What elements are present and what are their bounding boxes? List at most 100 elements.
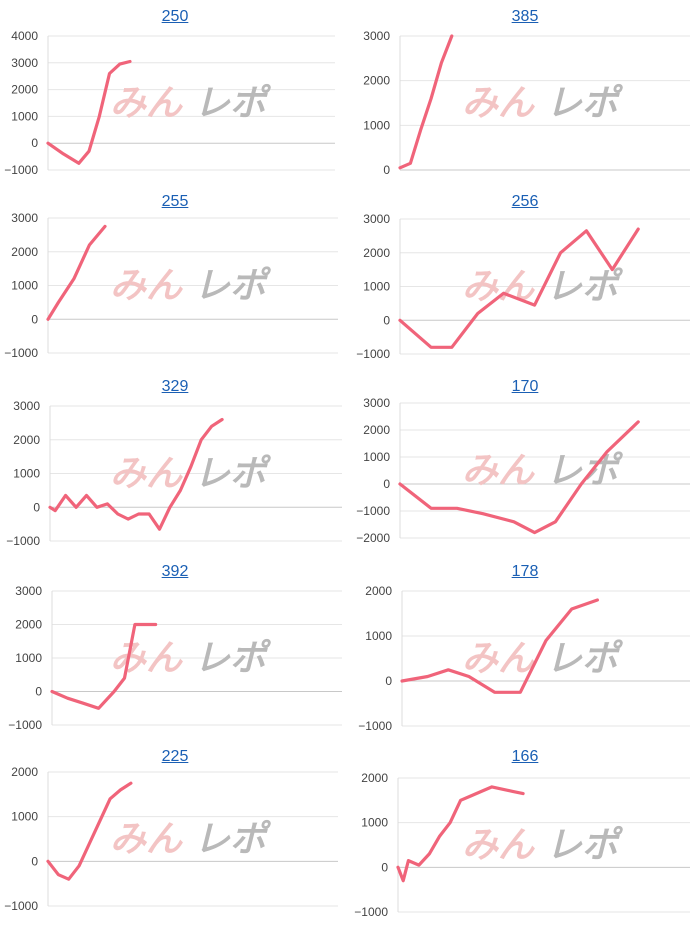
chart-panel: −1000 0 1000 2000 3000 みん レポ 256 [350,185,700,370]
watermark-logo-part-a: みん [462,824,535,865]
y-tick-label: 0 [383,477,390,491]
series-line [398,227,640,349]
y-tick-label: 3000 [363,212,390,226]
y-tick-label: 2000 [363,74,390,88]
y-tick-label: −1000 [4,346,38,360]
series-line [396,785,525,883]
chart-panel: −1000 0 1000 2000 みん レポ 166 [350,740,700,925]
chart-panel: −1000 0 1000 2000 3000 4000 みん レポ 250 [0,0,350,185]
y-tick-label: 2000 [11,765,38,779]
line-chart: −2000 −1000 0 1000 2000 3000 みん レポ [356,396,690,545]
watermark-logo-part-b: レポ [546,266,624,307]
y-tick-label: 4000 [11,29,38,43]
y-tick-label: 1000 [11,109,38,123]
watermark-logo-part-b: レポ [194,265,272,306]
chart-title-link[interactable]: 392 [161,563,189,580]
watermark-logo-part-b: レポ [546,824,624,865]
chart-title-link[interactable]: 178 [511,563,539,580]
chart-panel: −1000 0 1000 2000 みん レポ 178 [350,555,700,740]
line-chart: 0 1000 2000 3000 みん レポ [363,29,690,177]
y-tick-label: 1000 [15,651,42,665]
line-chart: −1000 0 1000 2000 3000 みん レポ [4,211,338,360]
watermark-logo-part-b: レポ [194,818,272,859]
y-tick-label: 1000 [365,629,392,643]
chart-title-link[interactable]: 166 [511,748,539,765]
y-tick-label: −1000 [356,347,390,361]
series-line [46,59,132,165]
y-tick-label: 3000 [363,29,390,43]
y-tick-label: 1000 [13,467,40,481]
chart-panel: −1000 0 1000 2000 みん レポ 225 [0,740,350,925]
y-tick-label: −1000 [4,899,38,913]
y-tick-label: 0 [381,860,388,874]
y-tick-label: 0 [31,136,38,150]
y-tick-label: 0 [31,312,38,326]
y-tick-label: 0 [35,685,42,699]
y-tick-label: 2000 [363,246,390,260]
watermark-logo-part-a: みん [462,450,535,491]
watermark-logo-part-a: みん [462,82,535,123]
line-chart: −1000 0 1000 2000 3000 みん レポ [6,399,342,548]
watermark-logo-part-b: レポ [546,638,624,679]
chart-panel: −1000 0 1000 2000 3000 みん レポ 392 [0,555,350,740]
y-tick-label: 0 [383,163,390,177]
watermark-logo-part-a: みん [462,638,535,679]
y-tick-label: 2000 [363,423,390,437]
chart-title-link[interactable]: 385 [511,8,539,25]
y-tick-label: −1000 [4,163,38,177]
y-tick-label: 1000 [11,810,38,824]
series-line [46,224,107,321]
y-tick-label: 1000 [361,816,388,830]
y-tick-label: 3000 [13,399,40,413]
y-tick-label: −1000 [8,718,42,732]
y-tick-label: −1000 [354,905,388,919]
line-chart: −1000 0 1000 2000 みん レポ [4,765,338,913]
chart-panel: −1000 0 1000 2000 3000 みん レポ 255 [0,185,350,370]
line-chart: −1000 0 1000 2000 3000 4000 みん レポ [4,29,335,177]
y-tick-label: 2000 [11,83,38,97]
watermark-logo-part-b: レポ [546,450,624,491]
y-tick-label: 0 [33,500,40,514]
watermark-logo-part-b: レポ [546,82,624,123]
series-line [400,598,599,694]
y-tick-label: 2000 [15,618,42,632]
y-tick-label: −1000 [356,504,390,518]
watermark-logo-part-b: レポ [194,82,272,123]
y-tick-label: 0 [31,854,38,868]
y-tick-label: 2000 [365,584,392,598]
chart-title-link[interactable]: 170 [511,378,539,395]
chart-title-link[interactable]: 256 [511,193,539,210]
y-tick-label: 2000 [13,433,40,447]
series-line [50,622,158,710]
y-tick-label: 1000 [11,279,38,293]
chart-title-link[interactable]: 329 [161,378,189,395]
y-tick-label: 3000 [11,211,38,225]
y-tick-label: 1000 [363,450,390,464]
y-tick-label: 3000 [15,584,42,598]
y-tick-label: 0 [385,674,392,688]
y-tick-label: 2000 [361,771,388,785]
watermark-logo-part-a: みん [110,453,183,494]
chart-panel: 0 1000 2000 3000 みん レポ 385 [350,0,700,185]
watermark-logo-part-b: レポ [194,637,272,678]
y-tick-label: 3000 [11,56,38,70]
chart-title-link[interactable]: 255 [161,193,189,210]
series-line [398,420,640,535]
y-tick-label: 3000 [363,396,390,410]
y-tick-label: 0 [383,313,390,327]
line-chart: −1000 0 1000 2000 3000 みん レポ [8,584,342,732]
chart-title-link[interactable]: 225 [161,748,189,765]
y-tick-label: −2000 [356,531,390,545]
series-line [46,781,133,881]
watermark-logo-part-a: みん [110,637,183,678]
y-tick-label: 1000 [363,280,390,294]
line-chart: −1000 0 1000 2000 みん レポ [358,584,690,733]
y-tick-label: 2000 [11,245,38,259]
watermark-logo-part-b: レポ [194,453,272,494]
watermark-logo-part-a: みん [110,265,183,306]
chart-title-link[interactable]: 250 [161,8,189,25]
series-line [398,34,454,170]
y-tick-label: −1000 [358,719,392,733]
line-chart: −1000 0 1000 2000 みん レポ [354,771,690,919]
y-tick-label: −1000 [6,534,40,548]
